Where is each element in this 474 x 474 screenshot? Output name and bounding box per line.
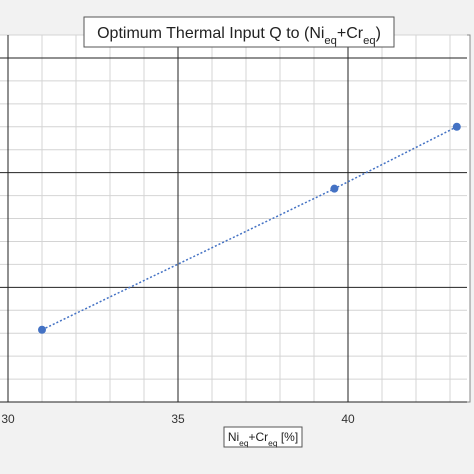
point (38, 325, 46, 334)
text-segment: Ni (228, 430, 239, 444)
marks (38, 122, 461, 334)
x-tick-label: 40 (341, 412, 355, 426)
text-segment: eq (239, 438, 249, 448)
chart-title: Optimum Thermal Input Q to (Nieq+Creq) (97, 25, 381, 47)
x-tick-label: 35 (171, 412, 185, 426)
title-box (83, 16, 395, 48)
text-segment: eq (268, 438, 278, 448)
x-tick-label: 30 (1, 412, 15, 426)
text-segment: +Cr (249, 430, 269, 444)
x-axis-label: Nieq+Creq [%] (228, 430, 298, 448)
text-segment: eq (363, 35, 375, 47)
text-segment: ) (376, 25, 381, 42)
text-segment: eq (324, 35, 336, 47)
text-segment: [%] (278, 430, 299, 444)
x-label-box (223, 426, 303, 448)
text-segment: Optimum Thermal Input Q to (Ni (97, 25, 324, 42)
point (452, 122, 461, 131)
point (330, 184, 339, 193)
text-segment: +Cr (337, 25, 364, 42)
